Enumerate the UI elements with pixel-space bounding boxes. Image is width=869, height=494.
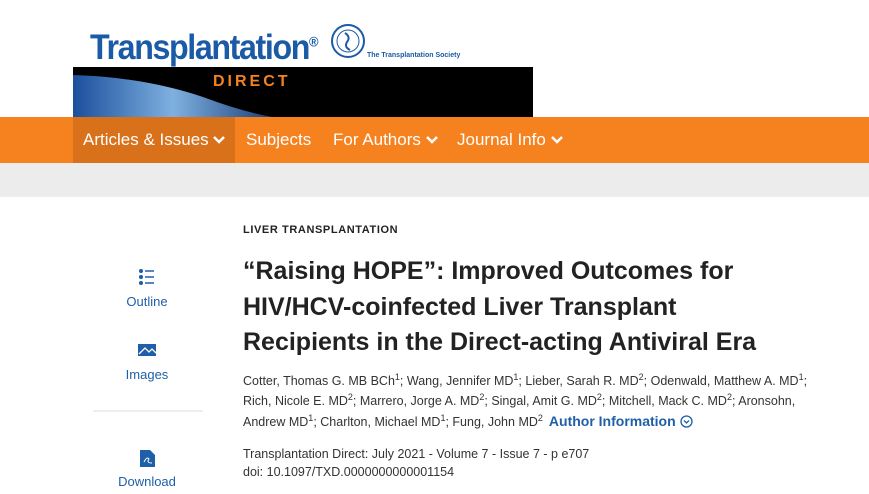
citation-block: Transplantation Direct: July 2021 - Volu… bbox=[243, 445, 589, 481]
nav-bar: Articles & Issues Subjects For Authors J… bbox=[0, 117, 869, 163]
author-affiliation: 1 bbox=[513, 371, 519, 382]
author-affiliation: 2 bbox=[479, 391, 485, 402]
author-affiliation: 1 bbox=[798, 371, 804, 382]
society-logo bbox=[331, 24, 365, 58]
author-name[interactable]: Aronsohn, Andrew MD bbox=[243, 394, 796, 429]
nav-item[interactable]: Articles & Issues bbox=[83, 117, 226, 163]
author-name[interactable]: Fung, John MD bbox=[452, 415, 538, 429]
author-separator: ; bbox=[731, 394, 739, 408]
author-separator: ; bbox=[445, 415, 453, 429]
brand[interactable]: Transplantation® bbox=[90, 28, 319, 68]
author-affiliation: 1 bbox=[308, 412, 314, 423]
banner: DIRECT bbox=[73, 67, 533, 117]
author-separator: ; bbox=[313, 415, 321, 429]
nav-item[interactable]: Journal Info bbox=[457, 117, 563, 163]
author-name[interactable]: Cotter, Thomas G. MB BCh bbox=[243, 374, 395, 388]
sidebar-icons bbox=[93, 268, 203, 467]
author-separator: ; bbox=[518, 374, 526, 388]
author-separator: ; bbox=[803, 374, 808, 388]
author-name[interactable]: Odenwald, Matthew A. MD bbox=[650, 374, 799, 388]
author-affiliation: 2 bbox=[638, 371, 644, 382]
author-separator: ; bbox=[601, 394, 609, 408]
author-name[interactable]: Wang, Jennifer MD bbox=[406, 374, 514, 388]
author-affiliation: 1 bbox=[440, 412, 446, 423]
author-separator: ; bbox=[399, 374, 407, 388]
author-affiliation: 2 bbox=[726, 391, 732, 402]
author-separator: ; bbox=[484, 394, 492, 408]
author-name[interactable]: Lieber, Sarah R. MD bbox=[525, 374, 639, 388]
nav-item[interactable]: For Authors bbox=[333, 117, 438, 163]
sidebar-link[interactable]: Images bbox=[125, 367, 169, 382]
author-affiliation: 1 bbox=[394, 371, 400, 382]
citation: Transplantation Direct: July 2021 - Volu… bbox=[243, 447, 590, 461]
section-label: LIVER TRANSPLANTATION bbox=[243, 224, 399, 236]
sidebar-link[interactable]: Download bbox=[118, 474, 176, 489]
doi[interactable]: doi: 10.1097/TXD.0000000000001154 bbox=[243, 465, 455, 479]
author-name[interactable]: Rich, Nicole E. MD bbox=[243, 394, 348, 408]
author-list: Cotter, Thomas G. MB BCh1; Wang, Jennife… bbox=[243, 371, 828, 432]
author-name[interactable]: Marrero, Jorge A. MD bbox=[359, 394, 480, 408]
brand-text: Transplantation bbox=[90, 28, 310, 67]
author-name[interactable]: Singal, Amit G. MD bbox=[491, 394, 597, 408]
brand-sub: DIRECT bbox=[213, 73, 291, 90]
author-affiliation: 2 bbox=[537, 412, 543, 423]
author-affiliation: 2 bbox=[347, 391, 353, 402]
nav-item[interactable]: Subjects bbox=[246, 130, 312, 149]
sidebar-link[interactable]: Outline bbox=[126, 294, 168, 309]
author-separator: ; bbox=[643, 374, 651, 388]
author-info-link[interactable]: Author Information bbox=[549, 413, 693, 429]
author-name[interactable]: Mitchell, Mack C. MD bbox=[608, 394, 727, 408]
nav-active bbox=[73, 117, 235, 163]
author-info-icon bbox=[679, 415, 693, 428]
brand-mark: ® bbox=[309, 33, 319, 50]
author-separator: ; bbox=[352, 394, 360, 408]
breadcrumb-bar bbox=[0, 163, 869, 197]
author-name[interactable]: Charlton, Michael MD bbox=[320, 415, 441, 429]
article-title: “Raising HOPE”: Improved Outcomes for HI… bbox=[243, 257, 757, 356]
author-info-text: Author Information bbox=[548, 413, 676, 429]
society-name: The Transplantation Society bbox=[367, 52, 461, 59]
author-affiliation: 2 bbox=[596, 391, 602, 402]
